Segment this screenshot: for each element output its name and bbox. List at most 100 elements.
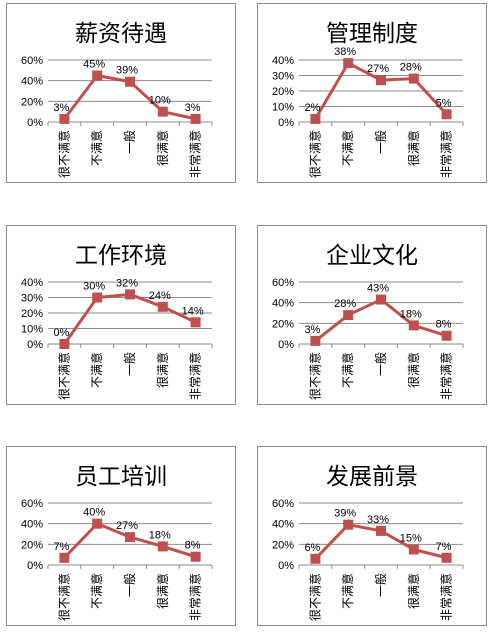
- y-tick-label: 60%: [272, 277, 294, 289]
- y-tick-label: 0%: [278, 560, 294, 572]
- y-tick-label: 0%: [27, 339, 43, 351]
- x-tick-label: 很满意: [406, 130, 421, 166]
- data-point-marker: [343, 519, 354, 530]
- x-tick-label: 很不满意: [56, 573, 71, 621]
- data-label: 27%: [116, 520, 138, 532]
- x-tick-label: 很满意: [155, 130, 170, 166]
- data-label: 33%: [367, 514, 389, 526]
- y-tick-label: 60%: [21, 55, 43, 67]
- chart-panel-environment: 工作环境 0% 10% 20% 30% 40% 很不满意 不满意 一般 很满意 非常满意 0% 30% 3…: [6, 225, 236, 405]
- chart-svg: 管理制度 0% 10% 20% 30% 40% 很不满意 不满意 一般 很满意 非常满意 2% 38% 2…: [272, 21, 464, 178]
- data-label: 45%: [83, 59, 105, 71]
- x-tick-label: 很不满意: [307, 130, 322, 178]
- x-tick-label: 不满意: [340, 573, 355, 609]
- chart-svg: 薪资待遇 0% 20% 40% 60% 很不满意 不满意 一般 很满意 非常满意 3% 45% 39% 1…: [21, 21, 213, 178]
- data-point-marker: [408, 544, 419, 555]
- x-tick-label: 不满意: [340, 352, 355, 388]
- data-point-marker: [190, 317, 201, 328]
- y-tick-label: 20%: [21, 96, 43, 108]
- x-tick-label: 不满意: [89, 130, 104, 166]
- data-label: 24%: [149, 290, 171, 302]
- data-label: 3%: [185, 102, 201, 114]
- data-label: 8%: [185, 540, 201, 552]
- data-label: 27%: [367, 63, 389, 75]
- data-point-marker: [376, 525, 386, 536]
- x-tick-label: 不满意: [340, 130, 355, 166]
- data-point-marker: [310, 335, 321, 346]
- y-tick-label: 40%: [21, 76, 43, 88]
- data-point-marker: [190, 113, 201, 124]
- data-label: 8%: [436, 319, 452, 331]
- x-tick-label: 很满意: [406, 352, 421, 388]
- data-label: 38%: [334, 46, 356, 58]
- data-label: 6%: [304, 542, 320, 554]
- data-label: 3%: [304, 324, 320, 336]
- x-tick-label: 一般: [373, 352, 388, 376]
- x-tick-label: 一般: [373, 130, 388, 154]
- data-label: 7%: [53, 541, 69, 553]
- x-tick-label: 一般: [122, 573, 137, 597]
- data-point-marker: [157, 106, 168, 117]
- chart-svg: 员工培训 0% 20% 40% 60% 很不满意 不满意 一般 很满意 非常满意 7% 40% 27% 1…: [21, 464, 213, 621]
- y-tick-label: 20%: [272, 86, 294, 98]
- y-tick-label: 20%: [21, 539, 43, 551]
- data-point-marker: [157, 541, 168, 552]
- x-tick-label: 一般: [122, 352, 137, 376]
- data-point-marker: [310, 113, 321, 124]
- chart-title: 员工培训: [75, 464, 167, 490]
- x-tick-label: 非常满意: [439, 130, 454, 178]
- data-point-marker: [157, 301, 168, 312]
- data-label: 15%: [400, 533, 422, 545]
- x-tick-label: 非常满意: [188, 573, 203, 621]
- data-label: 2%: [304, 102, 320, 114]
- data-label: 18%: [400, 308, 422, 320]
- chart-title: 企业文化: [326, 243, 418, 269]
- y-tick-label: 30%: [272, 71, 294, 83]
- x-tick-label: 非常满意: [439, 573, 454, 621]
- data-label: 18%: [149, 529, 171, 541]
- y-tick-label: 10%: [21, 324, 43, 336]
- y-tick-label: 40%: [272, 298, 294, 310]
- y-tick-label: 20%: [272, 539, 294, 551]
- y-tick-label: 10%: [272, 102, 294, 114]
- data-label: 32%: [116, 277, 138, 289]
- data-label: 40%: [83, 507, 105, 519]
- data-label: 28%: [334, 298, 356, 310]
- data-point-marker: [92, 292, 103, 303]
- data-point-marker: [310, 553, 321, 564]
- data-point-marker: [408, 73, 419, 84]
- data-label: 14%: [182, 305, 204, 317]
- data-point-marker: [190, 551, 201, 562]
- data-point-marker: [125, 76, 135, 87]
- data-label: 5%: [436, 97, 452, 109]
- chart-title: 发展前景: [326, 464, 418, 490]
- data-point-marker: [441, 330, 452, 341]
- x-tick-label: 非常满意: [439, 352, 454, 400]
- chart-svg: 发展前景 0% 20% 40% 60% 很不满意 不满意 一般 很满意 非常满意 6% 39% 33% 1…: [272, 464, 464, 621]
- x-tick-label: 不满意: [89, 573, 104, 609]
- x-tick-label: 很不满意: [56, 352, 71, 400]
- data-point-marker: [59, 339, 70, 349]
- y-tick-label: 0%: [27, 117, 43, 129]
- chart-panel-salary: 薪资待遇 0% 20% 40% 60% 很不满意 不满意 一般 很满意 非常满意 3% 45% 39% 1…: [6, 3, 236, 183]
- data-label: 39%: [334, 508, 356, 520]
- chart-title: 工作环境: [75, 243, 167, 269]
- data-label: 30%: [83, 281, 105, 293]
- data-point-marker: [92, 70, 103, 81]
- chart-panel-culture: 企业文化 0% 20% 40% 60% 很不满意 不满意 一般 很满意 非常满意 3% 28% 43% 1…: [257, 225, 487, 405]
- data-label: 3%: [53, 102, 69, 114]
- data-label: 10%: [149, 95, 171, 107]
- x-tick-label: 很满意: [406, 573, 421, 609]
- data-point-marker: [59, 113, 70, 124]
- chart-svg: 工作环境 0% 10% 20% 30% 40% 很不满意 不满意 一般 很满意 非常满意 0% 30% 3…: [21, 243, 213, 400]
- data-label: 7%: [436, 541, 452, 553]
- x-tick-label: 很不满意: [307, 352, 322, 400]
- chart-panel-training: 员工培训 0% 20% 40% 60% 很不满意 不满意 一般 很满意 非常满意 7% 40% 27% 1…: [6, 446, 236, 626]
- x-tick-label: 非常满意: [188, 352, 203, 400]
- chart-panel-prospects: 发展前景 0% 20% 40% 60% 很不满意 不满意 一般 很满意 非常满意 6% 39% 33% 1…: [257, 446, 487, 626]
- data-point-marker: [376, 294, 386, 305]
- data-point-marker: [441, 552, 452, 563]
- y-tick-label: 0%: [278, 339, 294, 351]
- y-tick-label: 40%: [21, 519, 43, 531]
- data-point-marker: [125, 532, 135, 543]
